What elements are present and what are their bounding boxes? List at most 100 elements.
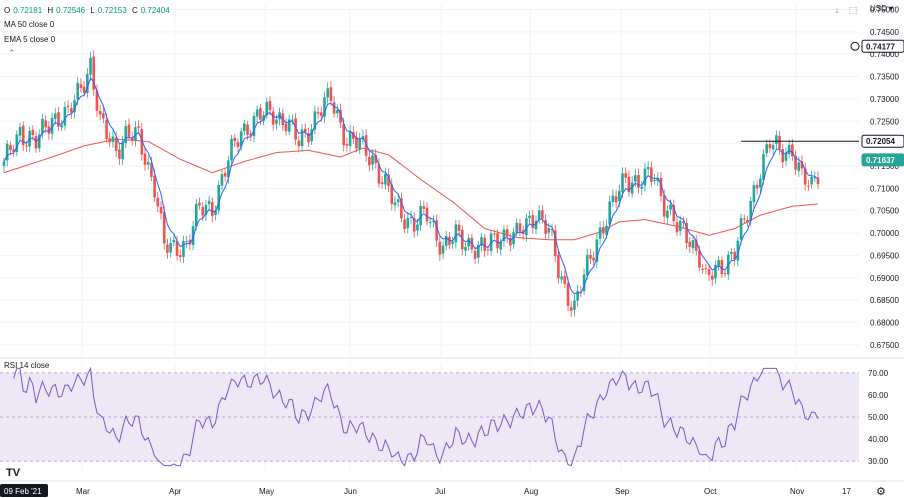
candle-body — [765, 144, 769, 154]
candle-body — [31, 129, 35, 136]
candle-body — [762, 154, 765, 180]
rsi-legend[interactable]: RSI 14 close — [4, 361, 50, 370]
candle-body — [5, 143, 9, 161]
time-tick-label: 17 — [842, 487, 851, 496]
candle-body — [739, 218, 743, 240]
candle-body — [175, 241, 179, 257]
candle-body — [425, 207, 429, 222]
candle-body — [284, 123, 288, 131]
candle-body — [37, 134, 41, 149]
candle-body — [714, 264, 717, 279]
candle-body — [816, 177, 820, 184]
time-tick-label: Jul — [435, 487, 445, 496]
candle-body — [553, 230, 557, 257]
candle-body — [480, 237, 483, 246]
candle-body — [297, 140, 301, 147]
candle-body — [377, 164, 381, 184]
plot-bg — [0, 5, 859, 356]
candle-body — [194, 203, 198, 227]
ma50-line — [3, 138, 819, 241]
ema5-polyline — [3, 77, 819, 295]
candle-body — [211, 202, 214, 217]
candle-body — [300, 129, 304, 146]
last-price-tag: 0.71637 — [861, 153, 904, 167]
candle-body — [118, 149, 121, 159]
candle-body — [73, 100, 76, 113]
download-icon[interactable]: ↓ — [834, 5, 840, 15]
candle-body — [259, 108, 262, 120]
candle-body — [364, 135, 368, 156]
candle-body — [313, 111, 317, 130]
candle-body — [146, 161, 150, 165]
currency-select[interactable]: USD ▾ — [870, 4, 894, 13]
candle-body — [239, 131, 243, 147]
time-tick-label: May — [259, 487, 274, 496]
h-value: 0.72546 — [56, 6, 86, 15]
candle-body — [98, 110, 102, 115]
candle-body — [630, 182, 634, 194]
collapse-legend-icon[interactable]: ⌃ — [8, 48, 16, 58]
candle-body — [669, 204, 672, 210]
candle-body — [499, 241, 503, 250]
candle-body — [710, 275, 714, 280]
candle-body — [659, 177, 663, 196]
candle-body — [752, 185, 756, 203]
candle-body — [162, 212, 166, 244]
candle-body — [63, 107, 67, 126]
candle-body — [749, 201, 753, 222]
candle-body — [525, 218, 528, 236]
candle-body — [287, 119, 291, 132]
candle-body — [502, 229, 506, 242]
candle-body — [246, 124, 249, 135]
candle-body — [624, 173, 628, 178]
candle-body — [704, 268, 708, 270]
candle-body — [813, 177, 817, 179]
candle-body — [412, 217, 416, 232]
candle-body — [182, 241, 185, 258]
candle-body — [400, 198, 403, 219]
candle-body — [348, 131, 352, 146]
time-tick-label: Mar — [76, 487, 90, 496]
expand-icon[interactable]: ⬚ — [848, 5, 858, 15]
candle-body — [528, 215, 531, 219]
candle-body — [457, 224, 461, 231]
rsi-line — [13, 366, 819, 467]
candle-body — [255, 109, 259, 117]
rsi-tick-label: 30.00 — [868, 457, 889, 466]
rsi-panel — [0, 366, 859, 467]
candle-body — [47, 126, 51, 134]
candle-body — [137, 126, 140, 128]
candle-body — [662, 195, 666, 217]
candle-body — [188, 239, 192, 245]
candle-body — [307, 133, 310, 143]
ma50-legend[interactable]: MA 50 close 0 — [4, 20, 55, 29]
candle-body — [243, 123, 246, 132]
candle-body — [601, 227, 605, 234]
start-date-label: 09 Feb '21 — [4, 487, 42, 496]
candle-body — [515, 222, 519, 233]
candle-body — [595, 239, 599, 262]
candle-body — [419, 205, 422, 226]
candle-body — [345, 144, 349, 146]
price-tick-label: 0.75000 — [870, 5, 899, 14]
price-tick-label: 0.70500 — [870, 207, 899, 216]
candle-body — [105, 119, 108, 139]
candle-body — [448, 236, 451, 246]
candle-body — [166, 244, 169, 253]
price-tick-label: 0.68500 — [870, 296, 899, 305]
candle-body — [380, 182, 384, 185]
candle-body — [707, 269, 711, 275]
candle-body — [531, 214, 535, 228]
candle-body — [185, 241, 188, 243]
candle-body — [134, 127, 137, 141]
price-tick-label: 0.74500 — [870, 28, 899, 37]
candle-body — [319, 112, 323, 116]
price-tick-label: 0.72500 — [870, 117, 899, 126]
ema5-legend[interactable]: EMA 5 close 0 — [4, 35, 56, 44]
candle-body — [672, 205, 676, 222]
price-tick-label: 0.73000 — [870, 95, 899, 104]
rsi-tick-label: 70.00 — [868, 369, 889, 378]
candle-body — [582, 274, 586, 292]
candle-body — [771, 145, 775, 150]
